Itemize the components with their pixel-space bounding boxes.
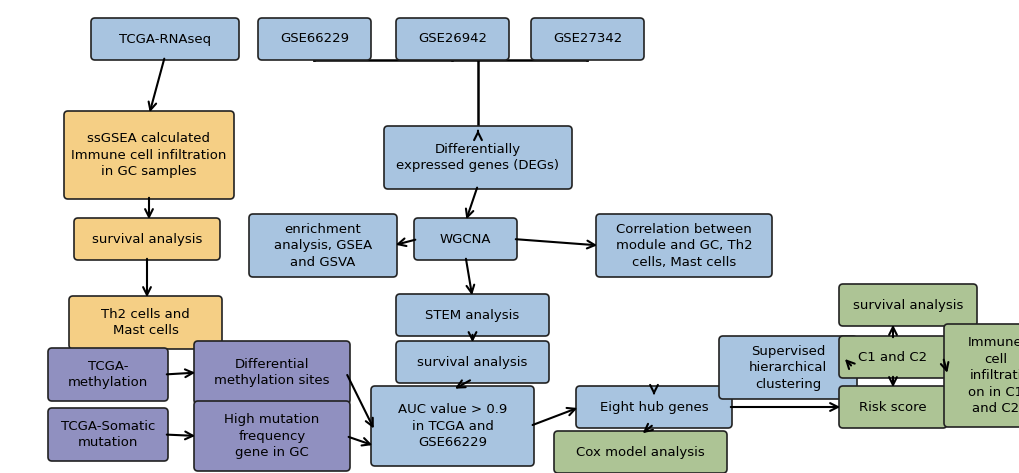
FancyBboxPatch shape — [395, 341, 548, 383]
FancyBboxPatch shape — [553, 431, 727, 473]
FancyBboxPatch shape — [64, 111, 233, 199]
FancyBboxPatch shape — [839, 336, 946, 378]
FancyBboxPatch shape — [531, 18, 643, 60]
FancyBboxPatch shape — [576, 386, 732, 428]
Text: survival analysis: survival analysis — [852, 298, 962, 312]
Text: C1 and C2: C1 and C2 — [858, 350, 926, 363]
FancyBboxPatch shape — [194, 341, 350, 404]
Text: Eight hub genes: Eight hub genes — [599, 401, 707, 413]
Text: Correlation between
module and GC, Th2
cells, Mast cells: Correlation between module and GC, Th2 c… — [615, 222, 752, 269]
Text: Cox model analysis: Cox model analysis — [576, 446, 704, 458]
Text: Differentially
expressed genes (DEGs): Differentially expressed genes (DEGs) — [396, 143, 559, 172]
FancyBboxPatch shape — [395, 18, 508, 60]
Text: WGCNA: WGCNA — [439, 233, 491, 245]
Text: TCGA-
methylation: TCGA- methylation — [68, 360, 148, 389]
FancyBboxPatch shape — [69, 296, 222, 349]
Text: survival analysis: survival analysis — [92, 233, 202, 245]
Text: TCGA-RNAseq: TCGA-RNAseq — [119, 33, 211, 45]
Text: Th2 cells and
Mast cells: Th2 cells and Mast cells — [101, 308, 190, 337]
FancyBboxPatch shape — [48, 408, 168, 461]
Text: survival analysis: survival analysis — [417, 356, 527, 368]
FancyBboxPatch shape — [839, 284, 976, 326]
Text: Immune
cell
infiltrati
on in C1
and C2: Immune cell infiltrati on in C1 and C2 — [967, 336, 1019, 415]
FancyBboxPatch shape — [48, 348, 168, 401]
Text: Differential
methylation sites: Differential methylation sites — [214, 358, 329, 387]
Text: High mutation
frequency
gene in GC: High mutation frequency gene in GC — [224, 413, 319, 459]
Text: GSE26942: GSE26942 — [418, 33, 486, 45]
FancyBboxPatch shape — [943, 324, 1019, 427]
Text: AUC value > 0.9
in TCGA and
GSE66229: AUC value > 0.9 in TCGA and GSE66229 — [397, 403, 506, 449]
FancyBboxPatch shape — [91, 18, 238, 60]
Text: GSE66229: GSE66229 — [280, 33, 348, 45]
FancyBboxPatch shape — [718, 336, 856, 399]
FancyBboxPatch shape — [258, 18, 371, 60]
FancyBboxPatch shape — [395, 294, 548, 336]
FancyBboxPatch shape — [194, 401, 350, 471]
FancyBboxPatch shape — [249, 214, 396, 277]
FancyBboxPatch shape — [74, 218, 220, 260]
Text: ssGSEA calculated
Immune cell infiltration
in GC samples: ssGSEA calculated Immune cell infiltrati… — [71, 132, 226, 178]
FancyBboxPatch shape — [414, 218, 517, 260]
FancyBboxPatch shape — [383, 126, 572, 189]
Text: STEM analysis: STEM analysis — [425, 308, 519, 322]
Text: TCGA-Somatic
mutation: TCGA-Somatic mutation — [61, 420, 155, 449]
Text: Risk score: Risk score — [858, 401, 926, 413]
Text: GSE27342: GSE27342 — [552, 33, 622, 45]
FancyBboxPatch shape — [839, 386, 946, 428]
Text: Supervised
hierarchical
clustering: Supervised hierarchical clustering — [748, 344, 826, 391]
FancyBboxPatch shape — [371, 386, 534, 466]
Text: enrichment
analysis, GSEA
and GSVA: enrichment analysis, GSEA and GSVA — [274, 222, 372, 269]
FancyBboxPatch shape — [595, 214, 771, 277]
